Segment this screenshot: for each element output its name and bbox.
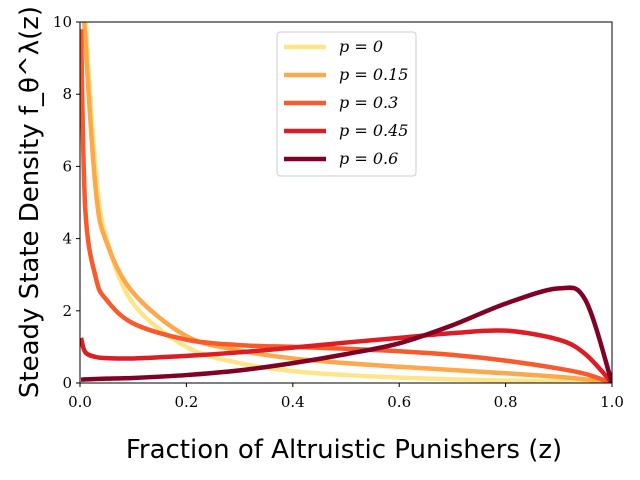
y-tick-label: 2 <box>62 302 72 320</box>
y-tick-label: 4 <box>62 230 72 248</box>
series-line-2 <box>80 29 612 383</box>
x-tick-label: 1.0 <box>600 393 624 411</box>
legend: p = 0 p = 0.15 p = 0.3 p = 0.45 p = 0.6 <box>276 31 417 177</box>
y-tick-label: 10 <box>53 13 72 31</box>
legend-label: p = 0.45 <box>339 121 408 140</box>
y-tick-label: 8 <box>62 85 72 103</box>
series-line-1 <box>82 22 612 383</box>
x-tick-label: 0.8 <box>494 393 518 411</box>
x-tick-label: 0.6 <box>387 393 411 411</box>
series-line-3 <box>80 328 612 383</box>
plot-frame <box>79 21 613 384</box>
y-tick-label: 6 <box>62 157 72 175</box>
series-line-4 <box>80 285 612 383</box>
x-axis: 0.0 0.2 0.4 0.6 0.8 1.0 <box>68 383 624 411</box>
series-layer <box>80 22 612 383</box>
x-tick-label: 0.2 <box>174 393 198 411</box>
legend-label: p = 0.6 <box>339 149 398 168</box>
legend-label: p = 0 <box>339 37 383 56</box>
legend-box <box>276 31 417 177</box>
x-axis-title: Fraction of Altruistic Punishers (z) <box>126 435 562 465</box>
y-tick-label: 0 <box>62 374 72 392</box>
x-tick-label: 0.0 <box>68 393 92 411</box>
legend-label: p = 0.15 <box>339 65 408 84</box>
x-tick-label: 0.4 <box>281 393 305 411</box>
y-axis: 0 2 4 6 8 10 <box>53 13 80 392</box>
legend-label: p = 0.3 <box>339 93 398 112</box>
y-axis-title: Steady State Density f_θ^λ(z) <box>15 6 45 398</box>
